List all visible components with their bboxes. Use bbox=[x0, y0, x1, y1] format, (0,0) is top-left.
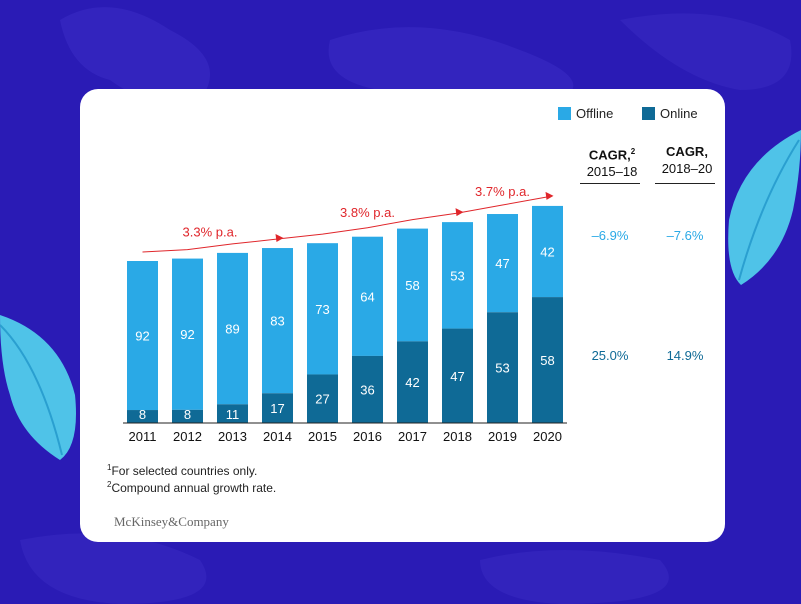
brand-logo: McKinsey&Company bbox=[114, 514, 229, 529]
x-tick-label: 2012 bbox=[173, 429, 202, 444]
cagr-header-title: CAGR, bbox=[666, 144, 708, 159]
data-label-offline: 92 bbox=[180, 327, 194, 342]
growth-arrowhead bbox=[545, 191, 554, 200]
data-label-online: 11 bbox=[226, 407, 240, 422]
cagr-header-2018-20: CAGR, 2018–20 bbox=[652, 143, 722, 177]
footnote-mark: 2 bbox=[107, 480, 112, 489]
x-tick-label: 2016 bbox=[353, 429, 382, 444]
x-tick-label: 2015 bbox=[308, 429, 337, 444]
legend-online: Online bbox=[642, 106, 698, 121]
leaf-left-decoration bbox=[0, 315, 76, 460]
growth-arrowhead bbox=[455, 208, 464, 217]
data-label-online: 53 bbox=[495, 361, 509, 376]
data-label-online: 8 bbox=[184, 407, 191, 422]
bar-offline bbox=[217, 252, 248, 405]
x-tick-label: 2017 bbox=[398, 429, 427, 444]
data-label-online: 8 bbox=[139, 407, 146, 422]
bar-online bbox=[487, 312, 518, 423]
data-label-online: 47 bbox=[450, 369, 464, 384]
bar-offline bbox=[127, 261, 158, 411]
footnote-text: Compound annual growth rate. bbox=[111, 481, 277, 495]
cagr-divider bbox=[655, 183, 715, 184]
cagr-header-title: CAGR, bbox=[588, 147, 631, 163]
bar-online bbox=[307, 374, 338, 423]
x-tick-label: 2020 bbox=[533, 429, 562, 444]
data-label-offline: 73 bbox=[315, 302, 329, 317]
bar-offline bbox=[262, 248, 293, 394]
x-tick-label: 2014 bbox=[263, 429, 292, 444]
legend-label-online: Online bbox=[660, 106, 698, 121]
leaf-right-decoration bbox=[728, 130, 801, 285]
cagr-online-2015-18: 25.0% bbox=[591, 348, 629, 363]
bar-offline bbox=[397, 228, 428, 342]
legend-swatch-online bbox=[642, 107, 655, 120]
legend-swatch-offline bbox=[558, 107, 571, 120]
legend-offline: Offline bbox=[558, 106, 613, 121]
bar-offline bbox=[442, 222, 473, 329]
bar-offline bbox=[172, 258, 203, 410]
data-label-online: 36 bbox=[360, 382, 374, 397]
data-label-offline: 58 bbox=[405, 278, 419, 293]
bar-offline bbox=[307, 243, 338, 375]
growth-arrowhead bbox=[275, 234, 284, 243]
footnote-1: 1For selected countries only. bbox=[107, 463, 257, 478]
growth-rate-label: 3.8% p.a. bbox=[340, 205, 395, 220]
bar-online bbox=[397, 341, 428, 423]
x-tick-label: 2013 bbox=[218, 429, 247, 444]
chart-card: 92 8 2011 92 8 2012 89 11 2013 83 17 2014 73 27 2015 64… bbox=[80, 89, 725, 542]
cagr-header-footnote-mark: 2 bbox=[630, 147, 636, 156]
cagr-header-period: 2015–18 bbox=[586, 164, 638, 180]
bar-online bbox=[172, 409, 203, 423]
data-label-offline: 89 bbox=[225, 322, 239, 337]
growth-trend-line bbox=[142, 196, 548, 253]
x-tick-label: 2018 bbox=[443, 429, 472, 444]
legend-label-offline: Offline bbox=[576, 106, 614, 121]
bar-online bbox=[262, 393, 293, 423]
bar-chart: 92 8 2011 92 8 2012 89 11 2013 83 17 2014 73 27 2015 64… bbox=[123, 184, 567, 444]
data-label-online: 42 bbox=[405, 375, 419, 390]
x-tick-label: 2019 bbox=[488, 429, 517, 444]
growth-rate-label: 3.7% p.a. bbox=[475, 184, 530, 199]
data-label-online: 17 bbox=[270, 401, 284, 416]
bar-online bbox=[217, 404, 248, 423]
cagr-divider bbox=[580, 183, 640, 184]
cagr-header-2015-18: CAGR,2 2015–18 bbox=[577, 143, 647, 180]
bar-online bbox=[352, 355, 383, 423]
cagr-offline-2018-20: –7.6% bbox=[666, 228, 704, 243]
cagr-online-2018-20: 14.9% bbox=[666, 348, 704, 363]
bar-online bbox=[127, 410, 158, 423]
bar-offline bbox=[487, 214, 518, 313]
x-tick-label: 2011 bbox=[129, 429, 157, 444]
footnote-2: 2Compound annual growth rate. bbox=[107, 480, 276, 495]
data-label-offline: 42 bbox=[540, 245, 554, 260]
data-label-offline: 83 bbox=[270, 314, 284, 329]
data-label-online: 58 bbox=[540, 353, 554, 368]
bar-online bbox=[442, 328, 473, 423]
data-label-offline: 53 bbox=[450, 268, 464, 283]
data-label-offline: 64 bbox=[360, 289, 374, 304]
data-label-offline: 92 bbox=[135, 329, 149, 344]
bar-offline bbox=[352, 236, 383, 356]
bar-offline bbox=[532, 205, 563, 298]
cagr-offline-2015-18: –6.9% bbox=[591, 228, 629, 243]
footnote-mark: 1 bbox=[107, 463, 112, 472]
footnote-text: For selected countries only. bbox=[111, 464, 258, 478]
growth-rate-label: 3.3% p.a. bbox=[183, 225, 238, 240]
cagr-header-period: 2018–20 bbox=[661, 161, 713, 176]
bar-online bbox=[532, 297, 563, 423]
data-label-offline: 47 bbox=[495, 256, 509, 271]
data-label-online: 27 bbox=[315, 392, 329, 407]
